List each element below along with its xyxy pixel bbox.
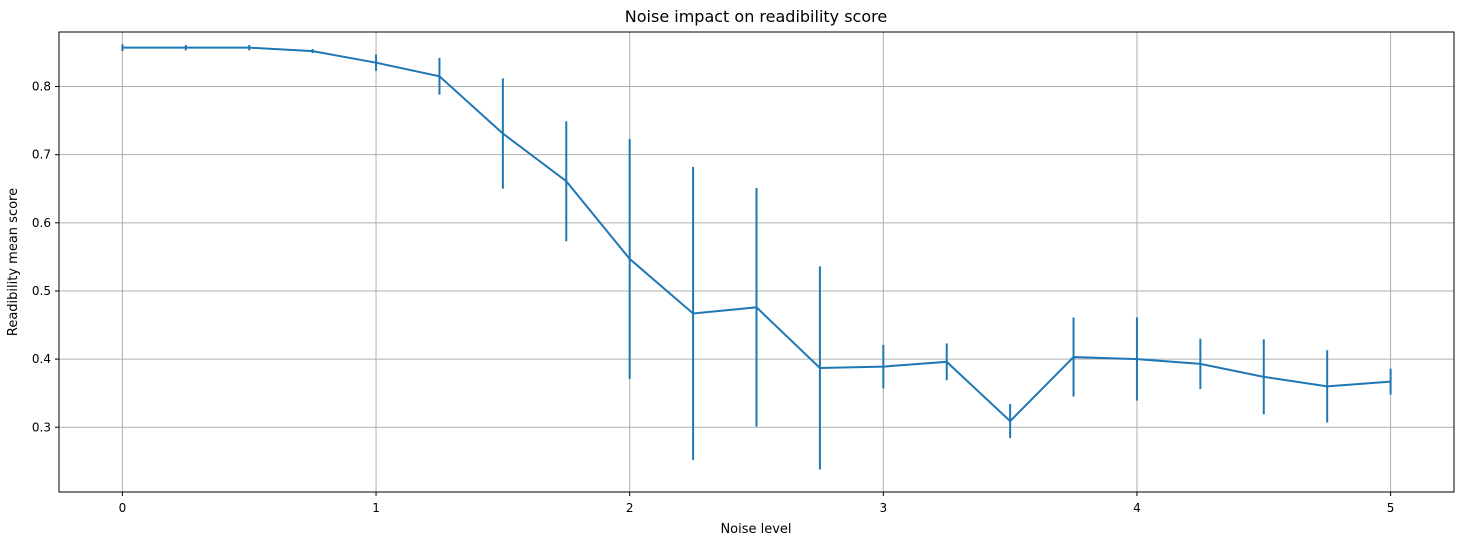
x-tick-label: 0	[119, 501, 127, 515]
chart-title: Noise impact on readibility score	[625, 7, 887, 26]
y-tick-label: 0.8	[32, 80, 51, 94]
y-tick-label: 0.4	[32, 352, 51, 366]
x-tick-label: 1	[372, 501, 380, 515]
x-tick-label: 4	[1133, 501, 1141, 515]
plot-frame	[58, 31, 1455, 493]
x-tick-label: 5	[1387, 501, 1395, 515]
x-axis-label: Noise level	[720, 522, 791, 537]
y-tick-label: 0.3	[32, 420, 51, 434]
x-tick-label: 2	[626, 501, 634, 515]
tick-layer: 0 1 2 3 4 5 0.3 0.4 0.5 0.6 0.7 0.8	[32, 80, 1395, 515]
x-tick-label: 3	[879, 501, 887, 515]
y-axis-label: Readibility mean score	[6, 188, 21, 336]
series-line	[122, 46, 1391, 423]
y-tick-label: 0.6	[32, 216, 51, 230]
errorbar-layer	[121, 44, 1392, 470]
y-tick-label: 0.5	[32, 284, 51, 298]
y-tick-label: 0.7	[32, 148, 51, 162]
